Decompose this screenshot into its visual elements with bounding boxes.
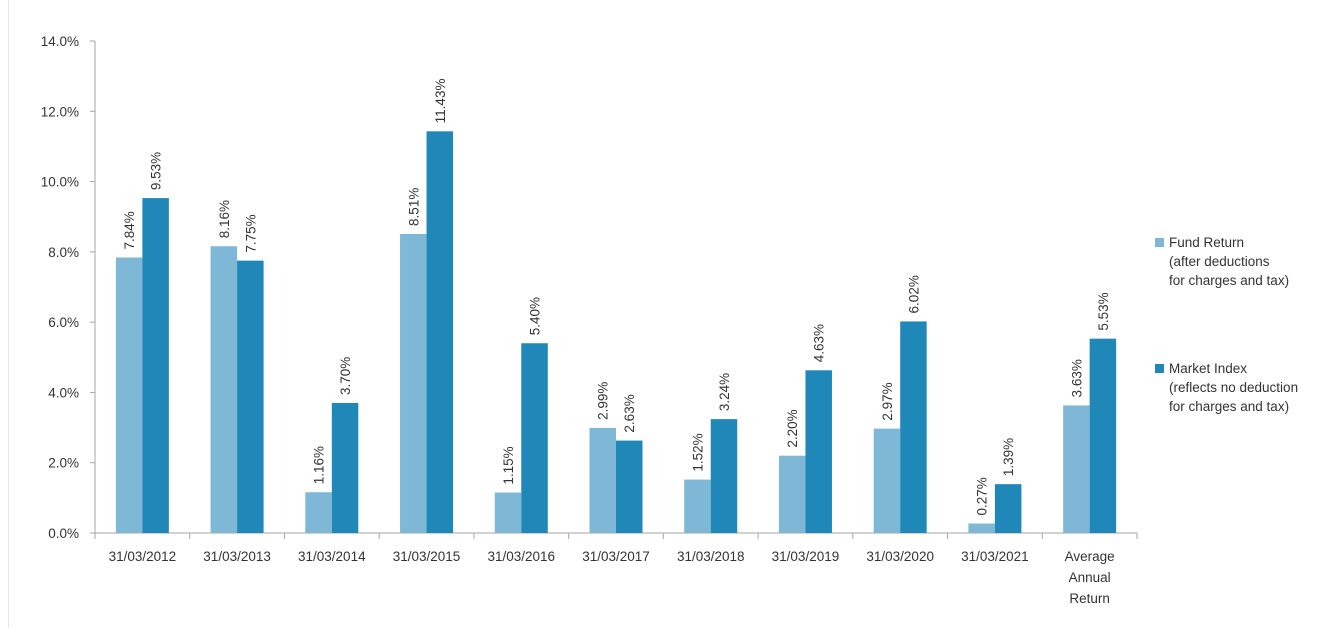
legend-swatch-fund-return: [1155, 238, 1164, 247]
bar-data-label: 6.02%: [906, 275, 921, 313]
bar-data-label: 0.27%: [975, 477, 990, 515]
y-tick-label: 8.0%: [48, 245, 79, 260]
x-tick-label: 31/03/2020: [866, 549, 934, 564]
fund-return-bar: [873, 428, 901, 533]
bar-data-label: 2.20%: [785, 409, 800, 447]
fund-return-bar: [400, 233, 427, 534]
x-tick-label: 31/03/2019: [772, 549, 840, 564]
legend-line: (after deductions: [1169, 254, 1270, 269]
chart-y-tick-labels: 0.0% 2.0% 4.0% 6.0% 8.0% 10.0% 12.0% 14.0%: [41, 34, 79, 541]
bar-chart: 7.84% 8.16% 1.16% 8.51% 1.15% 2.99% 1.52% 2.20%…: [41, 34, 1138, 606]
fund-return-bar: [684, 479, 711, 533]
x-tick-label: 31/03/2014: [298, 549, 366, 564]
market-index-bar: [331, 402, 359, 533]
market-index-bar: [616, 440, 643, 533]
y-tick-label: 10.0%: [41, 175, 79, 190]
market-index-bar: [900, 321, 927, 533]
x-tick-label: 31/03/2016: [487, 549, 555, 564]
fund-return-bar: [1063, 405, 1090, 533]
x-tick-label: Average Annual Return: [1065, 549, 1115, 606]
bar-data-label: 4.63%: [812, 324, 827, 362]
fund-return-bar: [115, 257, 143, 533]
x-tick-label: 31/03/2015: [393, 549, 461, 564]
y-tick-label: 12.0%: [41, 104, 79, 119]
legend-label-fund-return: Fund Return (after deductions for charge…: [1169, 233, 1331, 290]
fund-return-bar: [210, 246, 238, 533]
market-index-bar: [237, 260, 264, 533]
fund-return-bar: [305, 492, 332, 533]
bar-data-label: 1.39%: [1001, 438, 1016, 476]
fund-return-bar: [494, 492, 522, 533]
legend-line: Fund Return: [1169, 235, 1245, 250]
market-index-bar: [426, 131, 454, 533]
x-tick-label: 31/03/2018: [677, 549, 745, 564]
market-index-bar: [521, 343, 548, 533]
bar-data-label: 3.70%: [338, 357, 353, 395]
y-tick-label: 0.0%: [48, 526, 79, 541]
frame-line: [8, 0, 9, 628]
bar-data-label: 9.53%: [149, 152, 164, 190]
fund-return-bar: [589, 427, 616, 533]
bar-data-label: 7.84%: [122, 211, 137, 249]
legend-line: (reflects no deduction: [1169, 380, 1299, 395]
fund-return-bar: [968, 523, 995, 533]
chart-data-labels: 7.84% 8.16% 1.16% 8.51% 1.15% 2.99% 1.52% 2.20%…: [122, 79, 1111, 516]
market-index-bar: [994, 484, 1022, 533]
bar-data-label: 1.15%: [501, 446, 516, 484]
y-tick-label: 6.0%: [48, 315, 79, 330]
bar-data-label: 1.16%: [312, 446, 327, 484]
y-tick-label: 2.0%: [48, 456, 79, 471]
bar-data-label: 8.51%: [406, 188, 421, 226]
bar-data-label: 7.75%: [243, 214, 258, 252]
y-tick-label: 4.0%: [48, 385, 79, 400]
market-index-bar: [1089, 338, 1117, 533]
bar-data-label: 5.40%: [528, 297, 543, 335]
legend-line: Market Index: [1169, 361, 1248, 376]
bar-data-label: 3.63%: [1069, 359, 1084, 397]
legend-line: for charges and tax): [1169, 273, 1290, 288]
bar-data-label: 2.63%: [622, 394, 637, 432]
bar-data-label: 1.52%: [690, 433, 705, 471]
legend-swatch-market-index: [1155, 364, 1164, 373]
x-tick-label: 31/03/2013: [203, 549, 271, 564]
legend-line: for charges and tax): [1169, 399, 1290, 414]
bar-data-label: 5.53%: [1096, 292, 1111, 330]
fund-return-bar: [778, 455, 806, 533]
bar-data-label: 2.99%: [596, 382, 611, 420]
market-index-bar: [805, 370, 832, 533]
bar-data-label: 8.16%: [217, 200, 232, 238]
y-tick-label: 14.0%: [41, 34, 79, 49]
x-tick-label: 31/03/2021: [961, 549, 1029, 564]
market-index-bar: [142, 198, 169, 534]
x-tick-label: 31/03/2012: [109, 549, 177, 564]
bar-data-label: 3.24%: [717, 373, 732, 411]
legend-label-market-index: Market Index (reflects no deduction for …: [1169, 359, 1331, 416]
bar-data-label: 11.43%: [433, 79, 448, 124]
chart-x-tick-labels: 31/03/2012 31/03/2013 31/03/2014 31/03/2015…: [109, 549, 1115, 606]
market-index-bar: [710, 419, 738, 533]
bar-data-label: 2.97%: [880, 382, 895, 420]
chart-bars: [115, 131, 1117, 534]
x-tick-label: 31/03/2017: [582, 549, 650, 564]
